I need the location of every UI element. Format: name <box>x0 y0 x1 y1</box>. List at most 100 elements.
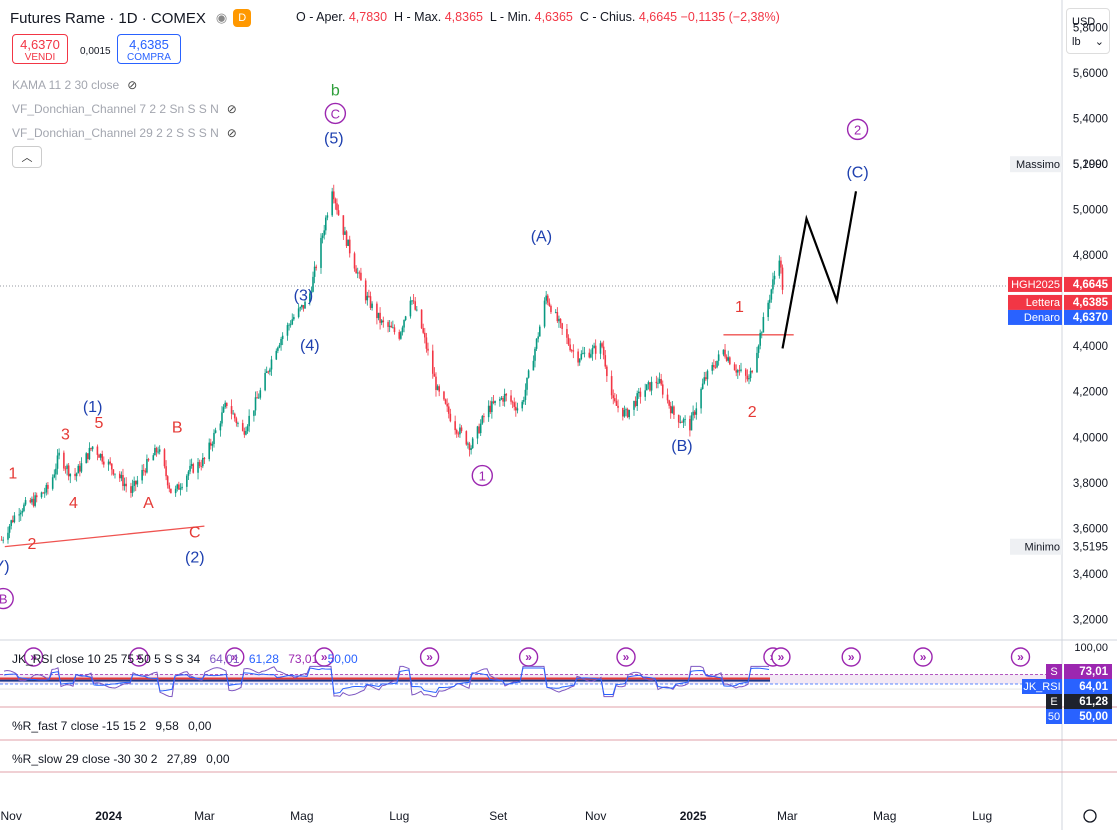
rsi-badge-value-bg <box>1064 679 1112 694</box>
candle-body <box>301 305 303 308</box>
candle-body <box>2 539 4 541</box>
sell-button[interactable]: 4,6370 VENDI <box>12 34 68 64</box>
time-axis: Nov 2024 Mar Mag Lug Set Nov 2025 Mar Mag Lug <box>1 809 1097 823</box>
price-label-name: Massimo <box>1016 159 1060 171</box>
candle-body <box>626 409 629 418</box>
wave-label: B <box>172 420 183 437</box>
rfast-legend: %R_fast 7 close -15 15 2 9,58 0,00 <box>12 719 211 733</box>
candle-body <box>744 369 747 376</box>
candle-body <box>717 354 720 361</box>
candle-body <box>13 515 16 523</box>
wave-label: 1 <box>479 469 486 484</box>
price-tag-value-bg <box>1064 294 1112 310</box>
candle-body <box>449 413 452 422</box>
candle-body <box>500 397 503 400</box>
candle-body <box>122 475 124 487</box>
indicator-donchian-7[interactable]: VF_Donchian_Channel 7 2 2 Sn S S N ⊘ <box>12 102 237 116</box>
eye-hidden-icon[interactable]: ⊘ <box>226 102 237 116</box>
candle-body <box>342 215 345 235</box>
candle-body <box>740 369 742 371</box>
indicator-donchian-29[interactable]: VF_Donchian_Channel 29 2 2 S S S N ⊘ <box>12 126 237 140</box>
candle-body <box>90 447 92 450</box>
candle-body <box>278 345 281 348</box>
event-marker-icon <box>23 647 44 667</box>
candle-body <box>241 423 244 431</box>
candle-body <box>254 397 257 411</box>
candle-body <box>21 510 24 513</box>
eye-hidden-icon[interactable]: ⊘ <box>127 78 138 92</box>
candle-body <box>599 343 602 354</box>
rsi-badge-name: JK_RSI <box>1023 681 1060 693</box>
candle-body <box>749 370 752 379</box>
candle-body <box>142 469 145 471</box>
wave-label: 5 <box>95 415 104 432</box>
event-arrow-icon: » <box>525 650 532 664</box>
candle-body <box>225 402 228 407</box>
rsi-badge-value-bg <box>1064 694 1112 709</box>
event-marker-icon <box>225 647 245 667</box>
rsi-value-2: 61,28 <box>248 652 279 666</box>
event-marker-icon <box>913 647 933 667</box>
rslow-value-2: 0,00 <box>206 752 230 766</box>
candle-body <box>170 488 172 494</box>
candle-body <box>567 337 570 345</box>
candle-body <box>724 349 726 357</box>
candle-body <box>681 421 683 423</box>
candle-body <box>232 413 234 415</box>
candle-body <box>649 382 651 391</box>
candle-body <box>187 471 190 476</box>
eye-icon[interactable]: ◉ <box>215 10 228 25</box>
candle-body <box>515 406 517 411</box>
event-arrow-icon: » <box>848 650 855 664</box>
wave-label: 2 <box>748 404 757 421</box>
candle-body <box>537 336 539 339</box>
candle-body <box>636 393 638 407</box>
candle-body <box>583 352 586 354</box>
rsi-legend-label: JK_RSI close 10 25 75 50 5 S S 34 <box>12 652 201 666</box>
eye-hidden-icon[interactable]: ⊘ <box>226 126 237 140</box>
projection-path <box>781 191 858 349</box>
collapse-indicators-button[interactable]: ︿ <box>12 146 42 168</box>
candle-body <box>516 408 519 411</box>
candle-body <box>248 415 250 427</box>
price-axis: 5,80005,60005,40005,20005,00004,80004,60… <box>1008 22 1112 627</box>
candle-body <box>198 462 201 467</box>
candle-body <box>767 302 769 317</box>
low-value: 4,6365 <box>534 10 573 24</box>
candle-body <box>738 370 741 372</box>
candle-body <box>393 327 396 333</box>
candle-body <box>502 397 504 402</box>
candle-body <box>556 312 559 322</box>
indicator-kama[interactable]: KAMA 11 2 30 close ⊘ <box>12 78 137 92</box>
candle-body <box>178 484 180 490</box>
candle-body <box>323 230 325 236</box>
candle-body <box>604 355 607 367</box>
candle-body <box>158 449 161 452</box>
candle-body <box>499 399 501 401</box>
candle-body <box>233 413 236 419</box>
candle-body <box>179 488 182 490</box>
buy-button[interactable]: 4,6385 COMPRA <box>117 34 181 64</box>
candle-body <box>189 465 191 472</box>
data-badge[interactable]: D <box>233 9 252 27</box>
candle-body <box>582 353 584 355</box>
candle-body <box>291 319 294 325</box>
price-label-value: 3,5195 <box>1073 542 1108 554</box>
candle-body <box>235 418 238 424</box>
currency-selector[interactable]: USD lb ⌄ <box>1066 8 1110 54</box>
indicator-label: VF_Donchian_Channel 29 2 2 S S S N <box>12 126 219 140</box>
candle-body <box>269 369 271 372</box>
x-tick-label: Mag <box>290 809 313 823</box>
projection-line <box>781 191 858 349</box>
candle-body <box>257 397 260 399</box>
candle-body <box>431 350 434 374</box>
candle-body <box>40 492 43 498</box>
candle-body <box>166 476 169 486</box>
symbol-title[interactable]: Futures Rame · 1D · COMEX <box>10 9 206 27</box>
candle-body <box>98 454 100 458</box>
candle-body <box>157 451 159 453</box>
event-arrow-icon: » <box>30 650 37 664</box>
candle-body <box>591 348 594 355</box>
